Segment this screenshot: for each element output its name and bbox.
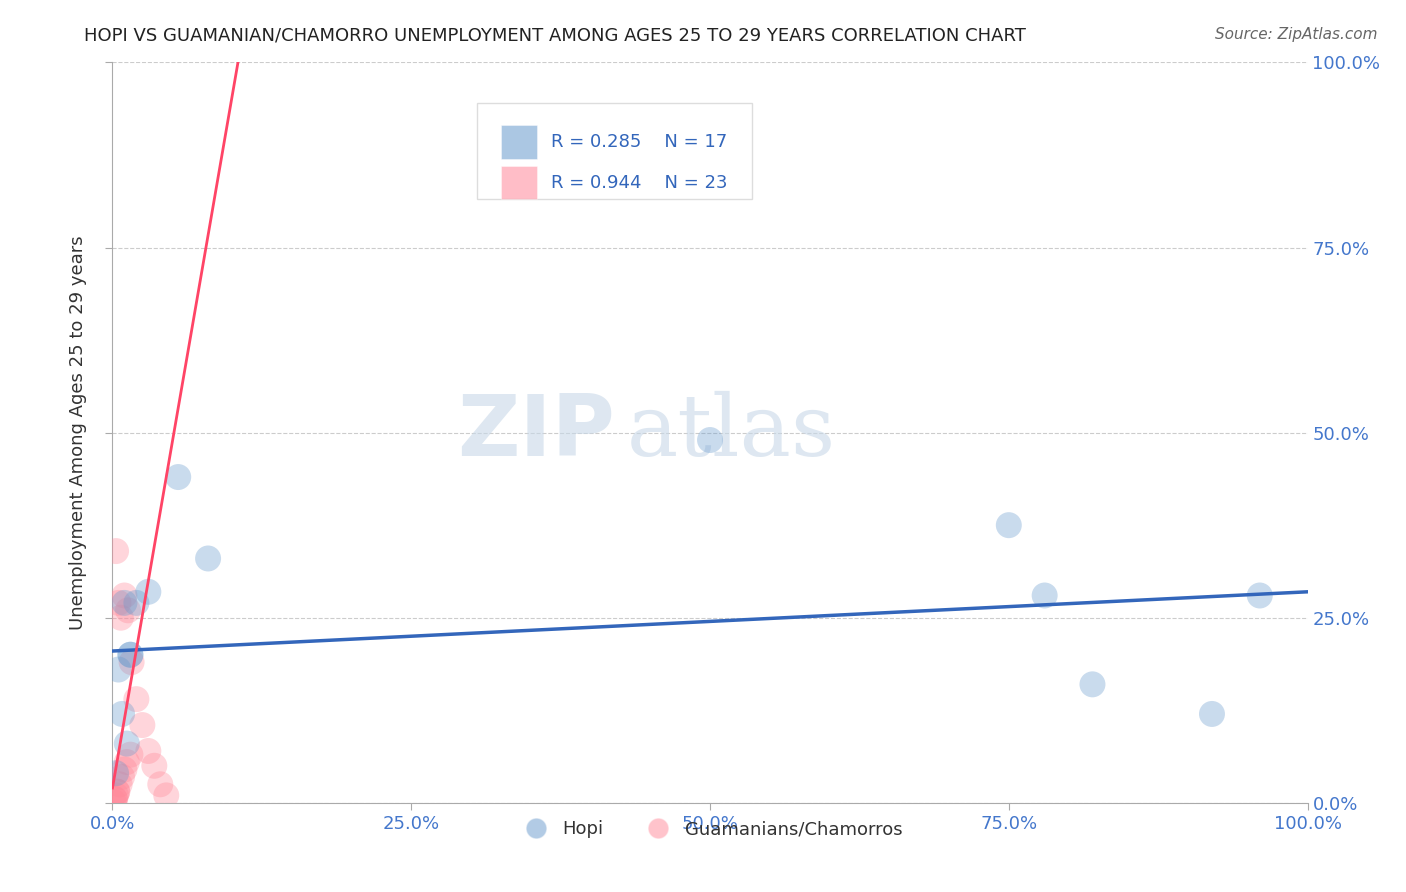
Point xyxy=(1033,589,1056,603)
Point xyxy=(120,648,142,662)
Text: HOPI VS GUAMANIAN/CHAMORRO UNEMPLOYMENT AMONG AGES 25 TO 29 YEARS CORRELATION CH: HOPI VS GUAMANIAN/CHAMORRO UNEMPLOYMENT … xyxy=(84,27,1026,45)
Point xyxy=(149,777,172,791)
Text: R = 0.285    N = 17: R = 0.285 N = 17 xyxy=(551,133,727,151)
Point xyxy=(120,648,142,662)
Point xyxy=(121,655,143,669)
Point xyxy=(105,544,128,558)
Point xyxy=(155,789,177,803)
Point xyxy=(114,763,135,777)
Text: atlas: atlas xyxy=(627,391,835,475)
Bar xyxy=(501,166,537,200)
Point xyxy=(1081,677,1104,691)
Point xyxy=(115,755,138,769)
FancyBboxPatch shape xyxy=(477,103,752,200)
Point xyxy=(111,706,134,721)
Text: Source: ZipAtlas.com: Source: ZipAtlas.com xyxy=(1215,27,1378,42)
Point xyxy=(131,718,153,732)
Point xyxy=(120,747,142,762)
Point xyxy=(138,744,160,758)
Point xyxy=(107,596,129,610)
Point xyxy=(1201,706,1223,721)
Y-axis label: Unemployment Among Ages 25 to 29 years: Unemployment Among Ages 25 to 29 years xyxy=(69,235,87,630)
Point xyxy=(107,663,129,677)
Point xyxy=(167,470,190,484)
Point xyxy=(111,770,134,784)
Point xyxy=(105,785,128,799)
Point xyxy=(138,584,160,599)
Point xyxy=(197,551,219,566)
Point xyxy=(114,596,135,610)
Point xyxy=(104,792,127,806)
Legend: Hopi, Guamanians/Chamorros: Hopi, Guamanians/Chamorros xyxy=(510,814,910,846)
Text: ZIP: ZIP xyxy=(457,391,614,475)
Point xyxy=(998,518,1021,533)
Point xyxy=(117,603,139,617)
Bar xyxy=(501,126,537,159)
Point xyxy=(1249,589,1271,603)
Point xyxy=(699,433,721,447)
Point xyxy=(108,777,131,791)
Text: R = 0.944    N = 23: R = 0.944 N = 23 xyxy=(551,174,727,192)
Point xyxy=(115,737,138,751)
Point xyxy=(103,795,125,809)
Point xyxy=(114,589,135,603)
Point xyxy=(143,758,166,772)
Point xyxy=(105,789,128,803)
Point xyxy=(125,596,148,610)
Point xyxy=(105,766,128,780)
Point xyxy=(110,610,132,624)
Point xyxy=(125,692,148,706)
Point xyxy=(105,785,128,799)
Point xyxy=(104,792,127,806)
